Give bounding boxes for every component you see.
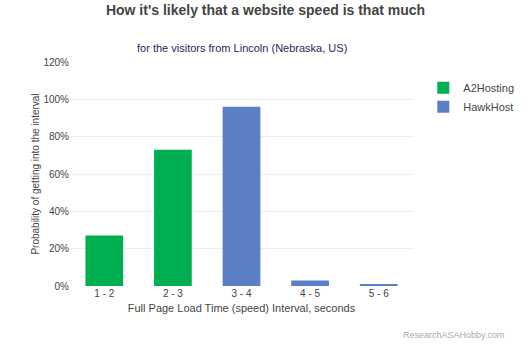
svg-text:60%: 60% bbox=[49, 169, 69, 180]
svg-text:80%: 80% bbox=[49, 131, 69, 142]
svg-text:120%: 120% bbox=[43, 57, 69, 68]
svg-text:4 - 5: 4 - 5 bbox=[300, 288, 320, 299]
svg-text:How it's likely that a website: How it's likely that a website speed is … bbox=[106, 2, 425, 18]
svg-text:5 - 6: 5 - 6 bbox=[369, 288, 389, 299]
svg-text:for the visitors from Lincoln: for the visitors from Lincoln (Nebraska,… bbox=[137, 42, 347, 54]
svg-text:3 - 4: 3 - 4 bbox=[231, 288, 251, 299]
svg-text:Full Page Load Time (speed) In: Full Page Load Time (speed) Interval, se… bbox=[128, 302, 356, 314]
svg-text:A2Hosting: A2Hosting bbox=[463, 82, 514, 94]
svg-text:40%: 40% bbox=[49, 206, 69, 217]
svg-text:HawkHost: HawkHost bbox=[463, 101, 513, 113]
svg-text:100%: 100% bbox=[43, 94, 69, 105]
svg-text:ResearchASAHobby.com: ResearchASAHobby.com bbox=[403, 330, 504, 340]
svg-text:Probability of getting into th: Probability of getting into the interval bbox=[30, 93, 41, 254]
svg-text:1 - 2: 1 - 2 bbox=[94, 288, 114, 299]
svg-text:2 - 3: 2 - 3 bbox=[163, 288, 183, 299]
svg-text:20%: 20% bbox=[49, 243, 69, 254]
svg-text:0%: 0% bbox=[55, 281, 70, 292]
